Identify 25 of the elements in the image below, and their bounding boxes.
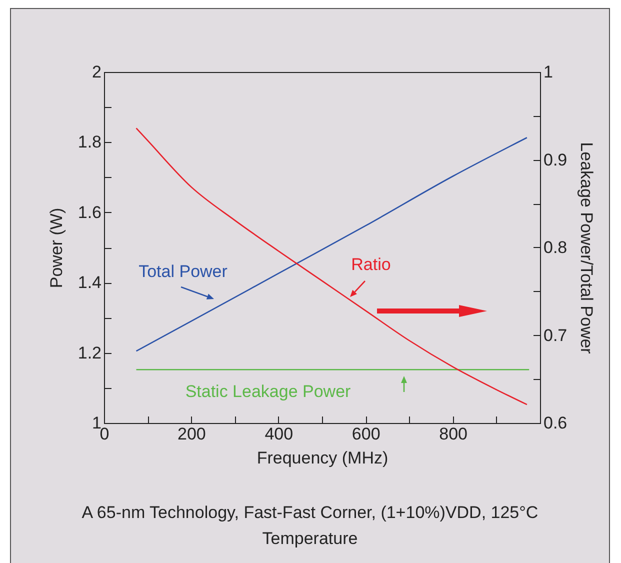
y-tick-label: 2 bbox=[92, 62, 102, 82]
line-series bbox=[136, 136, 528, 352]
y2-tick-label: 0.8 bbox=[544, 238, 568, 257]
x-tick-label: 600 bbox=[352, 424, 380, 444]
series-label: Total Power bbox=[138, 262, 228, 281]
y2-tick-label: 0.7 bbox=[544, 326, 568, 345]
x-tick-label: 0 bbox=[100, 424, 110, 444]
y2-axis-title: Leakage Power/Total Power bbox=[577, 142, 596, 354]
y-tick-label: 1.8 bbox=[78, 132, 102, 152]
x-axis-title: Frequency (MHz) bbox=[256, 448, 388, 468]
y-tick-label: 1.4 bbox=[78, 273, 102, 292]
x-tick-label: 800 bbox=[439, 424, 468, 444]
x-tick-label: 400 bbox=[264, 424, 294, 444]
y2-tick-label: 1 bbox=[544, 62, 553, 82]
series-label: Static Leakage Power bbox=[185, 382, 352, 401]
series-label: Ratio bbox=[351, 255, 391, 274]
y2-tick-label: 0.9 bbox=[544, 150, 568, 170]
y-tick-label: 1.6 bbox=[78, 202, 102, 222]
line-series bbox=[136, 128, 528, 406]
y2-tick-label: 0.6 bbox=[544, 414, 568, 432]
y-tick-label: 1.2 bbox=[78, 343, 102, 362]
text: A 65-nm Technology, Fast-Fast Corner, (1+10%)VDD, 125°C Temperature bbox=[80, 502, 540, 550]
y-axis-title: Power (W) bbox=[46, 208, 66, 288]
x-tick-label: 200 bbox=[178, 424, 206, 444]
y-tick-label: 1 bbox=[92, 414, 102, 432]
